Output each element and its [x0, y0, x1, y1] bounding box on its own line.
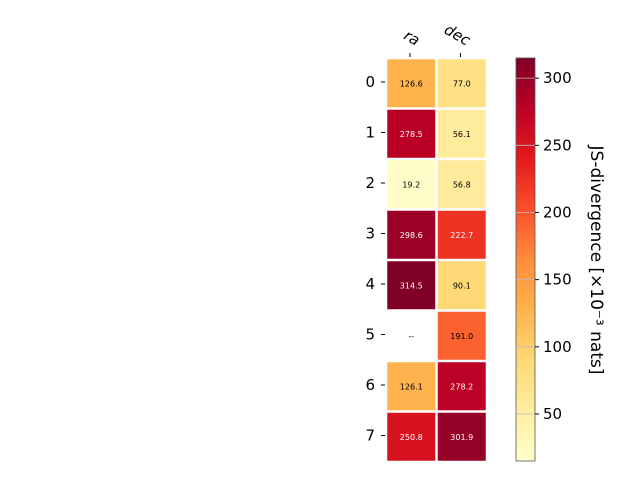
- heatmap-cell: [437, 210, 486, 259]
- colorbar-tick-label: 50: [543, 405, 562, 423]
- cell-value-label: 19.2: [402, 180, 420, 189]
- heatmap-cell: [387, 160, 436, 209]
- heatmap-cell: [437, 59, 486, 108]
- heatmap-cell: [387, 210, 436, 259]
- colorbar-title: JS-divergence [×10⁻³ nats]: [586, 145, 606, 375]
- cell-value-label: 126.6: [400, 79, 423, 88]
- heatmap-cell: [387, 109, 436, 158]
- colorbar-tick-label: 300: [543, 69, 572, 87]
- cell-value-label: --: [408, 332, 414, 341]
- cell-value-label: 314.5: [400, 281, 423, 290]
- colorbar-tick-label: 150: [543, 271, 572, 289]
- heatmap-cell: [437, 311, 486, 360]
- cell-value-label: 298.6: [400, 231, 423, 240]
- cell-value-label: 56.1: [453, 130, 471, 139]
- heatmap-cell: [437, 261, 486, 310]
- heatmap-cell: [437, 362, 486, 411]
- cell-value-label: 126.1: [400, 382, 423, 391]
- heatmap-cell: [437, 109, 486, 158]
- heatmap-cell: [387, 362, 436, 411]
- colorbar-tick-label: 100: [543, 338, 572, 356]
- colorbar-gradient: [515, 57, 536, 462]
- column-label: dec: [441, 20, 474, 49]
- row-label: 5: [365, 326, 375, 344]
- heatmap-cell: [437, 160, 486, 209]
- cell-value-label: 278.5: [400, 130, 423, 139]
- heatmap-cell: [387, 311, 436, 360]
- cell-value-label: 77.0: [453, 79, 471, 88]
- row-label: 3: [365, 225, 375, 243]
- row-label: 0: [365, 73, 375, 91]
- heatmap-cell: [437, 412, 486, 461]
- column-label: ra: [401, 26, 423, 49]
- row-label: 4: [365, 275, 375, 293]
- cell-value-label: 56.8: [453, 180, 471, 189]
- colorbar-tick-label: 250: [543, 136, 572, 154]
- row-label: 6: [365, 376, 375, 394]
- cell-value-label: 301.9: [450, 433, 473, 442]
- heatmap-cell: [387, 412, 436, 461]
- heatmap-cell: [387, 261, 436, 310]
- cell-value-label: 250.8: [400, 433, 423, 442]
- colorbar: 50 100 150 200 250 300: [515, 57, 572, 462]
- row-label: 1: [365, 124, 375, 142]
- row-label: 7: [365, 427, 375, 445]
- heatmap-cell: [387, 59, 436, 108]
- colorbar-tick-label: 200: [543, 203, 572, 221]
- row-label: 2: [365, 174, 375, 192]
- cell-value-label: 222.7: [450, 231, 473, 240]
- cell-value-label: 90.1: [453, 281, 471, 290]
- cell-value-label: 278.2: [450, 382, 473, 391]
- heatmap-cells: 126.6 77.0 278.5 56.1 19.2 56.8 298.6 222.7 314.…: [387, 59, 486, 461]
- cell-value-label: 191.0: [450, 332, 473, 341]
